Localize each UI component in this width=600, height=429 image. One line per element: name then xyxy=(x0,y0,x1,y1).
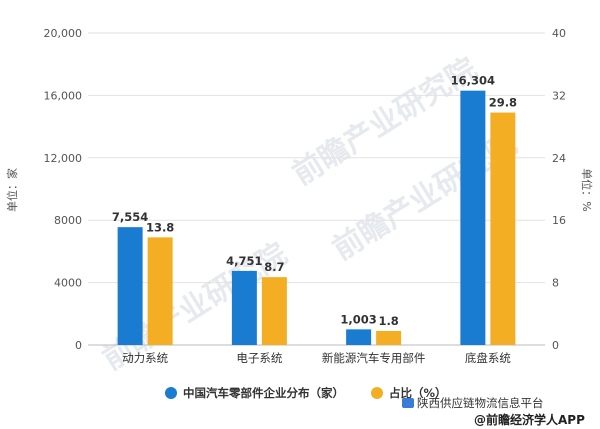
bar-count xyxy=(460,90,486,346)
footer: 陕西供应链物流信息平台 @前瞻经济学人APP xyxy=(402,396,585,427)
y2-tick-label: 32 xyxy=(552,89,566,102)
bar-share xyxy=(376,330,402,345)
bar-count xyxy=(117,227,143,345)
y2-tick-label: 24 xyxy=(552,152,566,165)
left-axis-ticks: 0 4000 8000 12,000 16,000 20,000 xyxy=(44,27,83,352)
bar-share xyxy=(147,237,173,345)
bar-count xyxy=(346,329,372,345)
y2-tick-label: 8 xyxy=(552,277,559,290)
y-tick-label: 4000 xyxy=(54,277,82,290)
footer-line1: 陕西供应链物流信息平台 xyxy=(417,396,544,410)
data-label-count: 16,304 xyxy=(451,74,495,88)
legend-label-count: 中国汽车零部件企业分布（家） xyxy=(183,386,344,400)
legend-swatch-share xyxy=(371,387,383,399)
bar-share xyxy=(490,112,516,345)
y2-tick-label: 0 xyxy=(552,339,559,352)
category-label: 新能源汽车专用部件 xyxy=(322,351,426,365)
category-label: 电子系统 xyxy=(236,351,282,365)
category-labels: 动力系统 电子系统 新能源汽车专用部件 底盘系统 xyxy=(122,351,511,365)
category-label: 底盘系统 xyxy=(465,351,511,365)
data-label-count: 1,003 xyxy=(340,312,376,326)
legend-label-share: 占比（%） xyxy=(389,386,447,400)
legend: 中国汽车零部件企业分布（家） 占比（%） xyxy=(165,386,447,400)
bar-share xyxy=(261,277,287,345)
y2-axis-title: 单位：% xyxy=(580,168,594,211)
y-tick-label: 20,000 xyxy=(44,27,83,40)
y-tick-label: 0 xyxy=(75,339,82,352)
y2-tick-label: 40 xyxy=(552,27,566,40)
data-label-count: 4,751 xyxy=(226,254,262,268)
y-tick-label: 12,000 xyxy=(44,152,83,165)
bars xyxy=(117,90,516,346)
footer-line2: @前瞻经济学人APP xyxy=(474,412,585,427)
footer-icon xyxy=(402,398,414,408)
legend-swatch-count xyxy=(165,387,177,399)
data-label-share: 13.8 xyxy=(146,220,174,234)
category-label: 动力系统 xyxy=(122,351,168,365)
y2-tick-label: 16 xyxy=(552,214,566,227)
data-label-share: 8.7 xyxy=(264,260,284,274)
bar-count xyxy=(231,270,257,345)
right-axis-ticks: 0 8 16 24 32 40 xyxy=(552,27,566,352)
y-tick-label: 16,000 xyxy=(44,89,83,102)
data-label-count: 7,554 xyxy=(112,210,148,224)
data-label-share: 1.8 xyxy=(378,314,398,328)
y-axis-title: 单位：家 xyxy=(5,168,19,212)
data-label-share: 29.8 xyxy=(489,96,517,110)
y-tick-label: 8000 xyxy=(54,214,82,227)
